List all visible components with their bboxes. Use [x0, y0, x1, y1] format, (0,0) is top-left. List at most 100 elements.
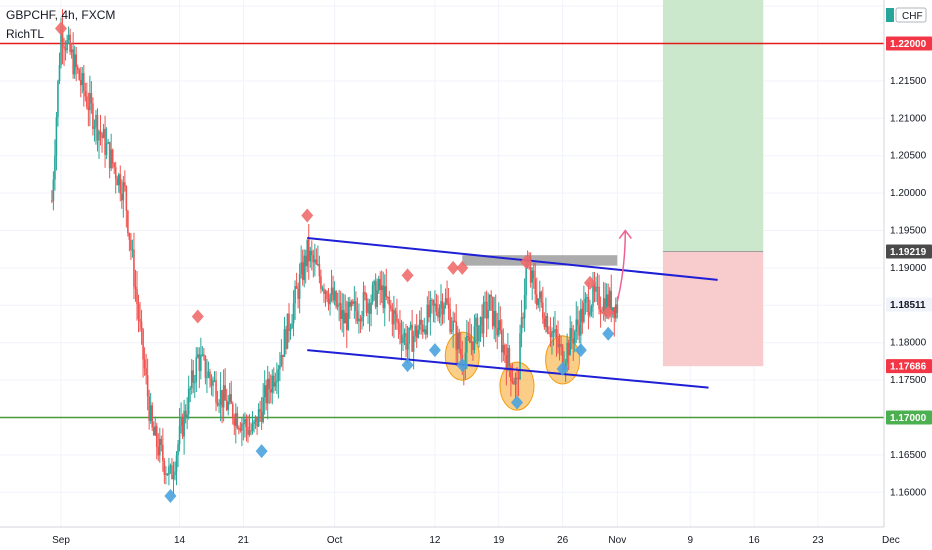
candle-body — [368, 303, 371, 314]
pivot-high-marker — [191, 309, 204, 324]
symbol-title: GBPCHF, 4h, FXCM — [6, 8, 116, 22]
candle-body — [356, 311, 359, 322]
candle-body — [279, 365, 281, 370]
candle-body — [72, 49, 74, 75]
time-tick-label: Oct — [327, 535, 343, 546]
candle-body — [116, 178, 119, 186]
candle-body — [307, 239, 310, 262]
candle-body — [324, 291, 327, 294]
candle-body — [523, 294, 526, 319]
candle-body — [341, 309, 343, 319]
candle-body — [311, 250, 313, 256]
candle-body — [447, 303, 450, 309]
candle-body — [531, 270, 533, 283]
forecast-arrow-head — [618, 229, 632, 239]
candle-body — [136, 289, 138, 305]
candle-body — [326, 291, 328, 300]
candle-body — [359, 318, 362, 322]
candle-body — [583, 302, 585, 322]
candle-body — [61, 26, 64, 47]
candle-body — [473, 326, 476, 351]
candle-body — [225, 400, 228, 410]
candle-body — [604, 298, 606, 317]
candle-body — [423, 329, 426, 332]
candle-body — [440, 301, 442, 308]
candle-body — [286, 313, 289, 349]
pivot-high-marker — [602, 305, 615, 320]
candle-body — [420, 319, 423, 325]
candle-body — [408, 327, 410, 344]
candle-body — [250, 430, 252, 432]
candle-body — [265, 385, 267, 404]
candle-body — [266, 378, 269, 404]
candle-body — [505, 355, 508, 371]
candle-body — [181, 417, 184, 437]
candle-body — [567, 342, 570, 356]
candle-body — [504, 344, 506, 356]
candle-body — [162, 445, 164, 462]
candle-body — [268, 378, 271, 390]
candle-body — [397, 322, 400, 324]
candle-body — [497, 320, 500, 336]
candle-body — [155, 426, 158, 448]
candle-body — [124, 182, 126, 187]
candle-body — [335, 291, 337, 307]
candle-body — [485, 301, 488, 319]
candle-body — [377, 279, 380, 291]
candle-body — [516, 377, 518, 379]
candle-body — [175, 455, 178, 472]
candle-body — [107, 142, 109, 144]
candle-body — [517, 378, 520, 380]
candle-body — [549, 333, 552, 338]
candle-body — [593, 284, 596, 292]
candle-body — [306, 239, 309, 267]
candle-body — [174, 471, 176, 476]
currency-badge-text: CHF — [902, 11, 923, 22]
candle-body — [184, 410, 187, 418]
candle-body — [610, 290, 613, 315]
position-loss-zone — [662, 251, 764, 367]
candle-body — [187, 388, 190, 415]
candle-body — [572, 338, 575, 344]
candle-body — [318, 263, 321, 277]
candle-body — [245, 419, 248, 427]
candle-body — [482, 302, 485, 334]
candle-body — [452, 320, 454, 330]
candle-body — [383, 286, 386, 309]
candle-body — [435, 303, 438, 312]
candle-body — [542, 302, 544, 319]
candle-body — [67, 34, 70, 41]
candle-body — [159, 438, 161, 456]
candle-body — [390, 305, 392, 309]
candle-body — [180, 417, 182, 426]
candle-body — [584, 298, 587, 303]
candle-body — [613, 307, 616, 319]
candle-body — [578, 325, 581, 336]
time-tick-label: 23 — [812, 535, 824, 546]
candle-body — [520, 317, 523, 334]
candle-body — [403, 333, 406, 337]
candle-body — [453, 320, 456, 322]
candle-body — [304, 255, 307, 267]
candle-body — [209, 371, 211, 379]
candle-body — [262, 397, 264, 422]
candle-body — [561, 345, 564, 371]
candle-body — [254, 416, 257, 422]
candle-body — [469, 336, 471, 343]
candle-body — [385, 286, 388, 297]
candle-body — [329, 294, 331, 305]
candle-body — [611, 307, 614, 315]
candle-body — [548, 331, 550, 334]
candle-body — [470, 341, 473, 343]
candle-body — [605, 294, 608, 317]
candle-body — [193, 382, 196, 384]
candle-body — [236, 413, 239, 429]
candle-body — [269, 389, 272, 393]
candle-body — [528, 266, 530, 268]
candle-body — [537, 298, 540, 306]
position-profit-zone — [662, 0, 764, 252]
time-tick-label: 19 — [493, 535, 505, 546]
price-tick-label: 1.16500 — [890, 450, 927, 461]
